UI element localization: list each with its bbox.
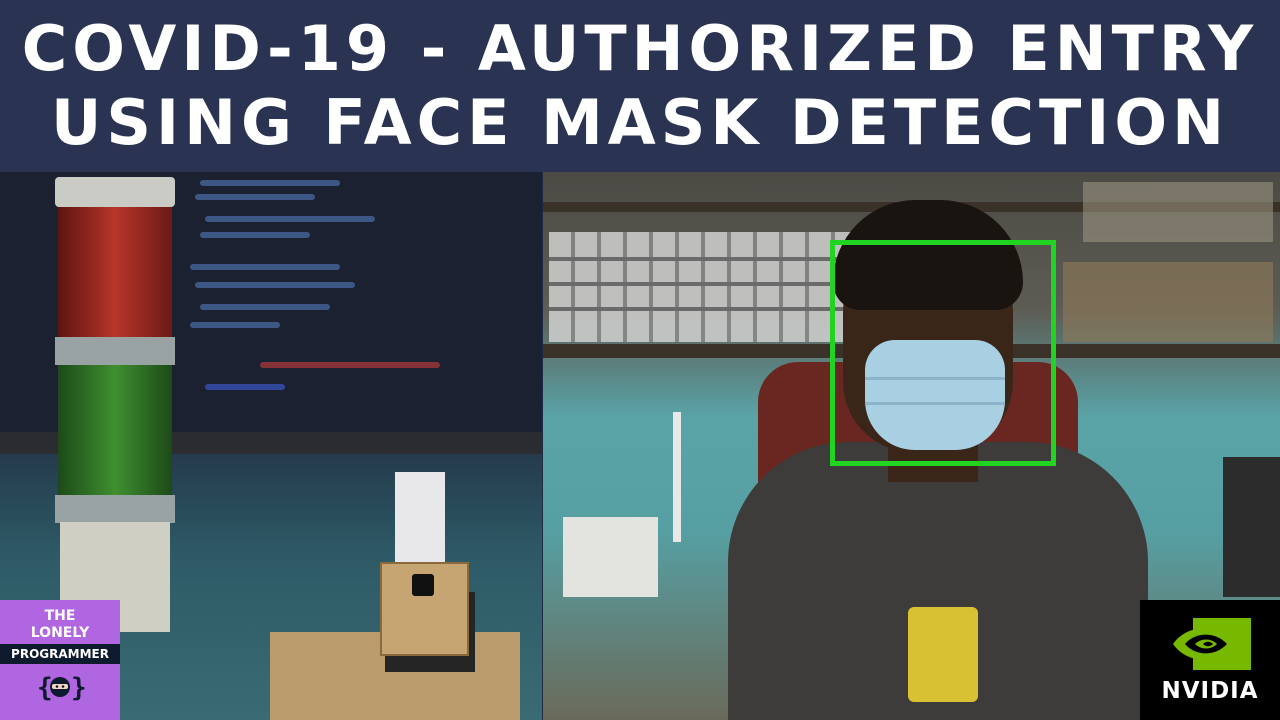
channel-name-line-3: PROGRAMMER: [0, 644, 120, 664]
code-line: [195, 194, 315, 200]
svg-text:}: }: [71, 673, 85, 703]
bin-divider: [549, 282, 869, 286]
code-line: [190, 264, 340, 270]
nvidia-logo: NVIDIA: [1140, 600, 1280, 720]
mask-fold: [865, 377, 1005, 380]
code-line: [260, 362, 440, 368]
face-mask: [865, 340, 1005, 450]
ninja-icon: { }: [37, 673, 85, 703]
ribbon-cable: [395, 472, 445, 567]
tower-ring: [55, 337, 175, 365]
green-light: [58, 365, 172, 495]
title-line-2: USING FACE MASK DETECTION: [51, 86, 1229, 159]
code-line: [200, 180, 340, 186]
title-banner: COVID-19 - AUTHORIZED ENTRY USING FACE M…: [0, 0, 1280, 172]
channel-name-line-1: THE: [44, 608, 76, 624]
camera-lens: [412, 574, 434, 596]
shirt-robot-print: [908, 607, 978, 702]
code-line: [200, 232, 310, 238]
code-line: [200, 304, 330, 310]
code-line: [205, 384, 285, 390]
tower-cap: [55, 177, 175, 207]
mask-fold: [865, 402, 1005, 405]
face-detection-box: [830, 240, 1056, 466]
title-line-1: COVID-19 - AUTHORIZED ENTRY: [21, 12, 1259, 85]
code-line: [195, 282, 355, 288]
bin-divider: [549, 307, 869, 311]
nvidia-wordmark: NVIDIA: [1161, 678, 1259, 704]
cardboard-box: [563, 517, 658, 597]
hardware-setup-photo: [0, 172, 542, 720]
shelf-clutter: [1063, 262, 1273, 342]
red-light: [58, 207, 172, 337]
code-line: [190, 322, 280, 328]
desk-lamp: [673, 412, 751, 542]
laptop: [1223, 457, 1280, 597]
svg-text:{: {: [37, 673, 53, 703]
channel-logo: THE LONELY PROGRAMMER { }: [0, 600, 120, 720]
person-hair: [833, 200, 1023, 310]
tower-ring: [55, 495, 175, 523]
signal-tower-light: [55, 177, 175, 632]
storage-bins: [549, 232, 869, 342]
channel-name-line-2: LONELY: [30, 625, 90, 641]
code-line: [205, 216, 375, 222]
camera-module: [380, 562, 469, 656]
nvidia-eye-icon: [1173, 618, 1251, 670]
shelf-clutter: [1083, 182, 1273, 242]
bin-divider: [549, 257, 869, 261]
